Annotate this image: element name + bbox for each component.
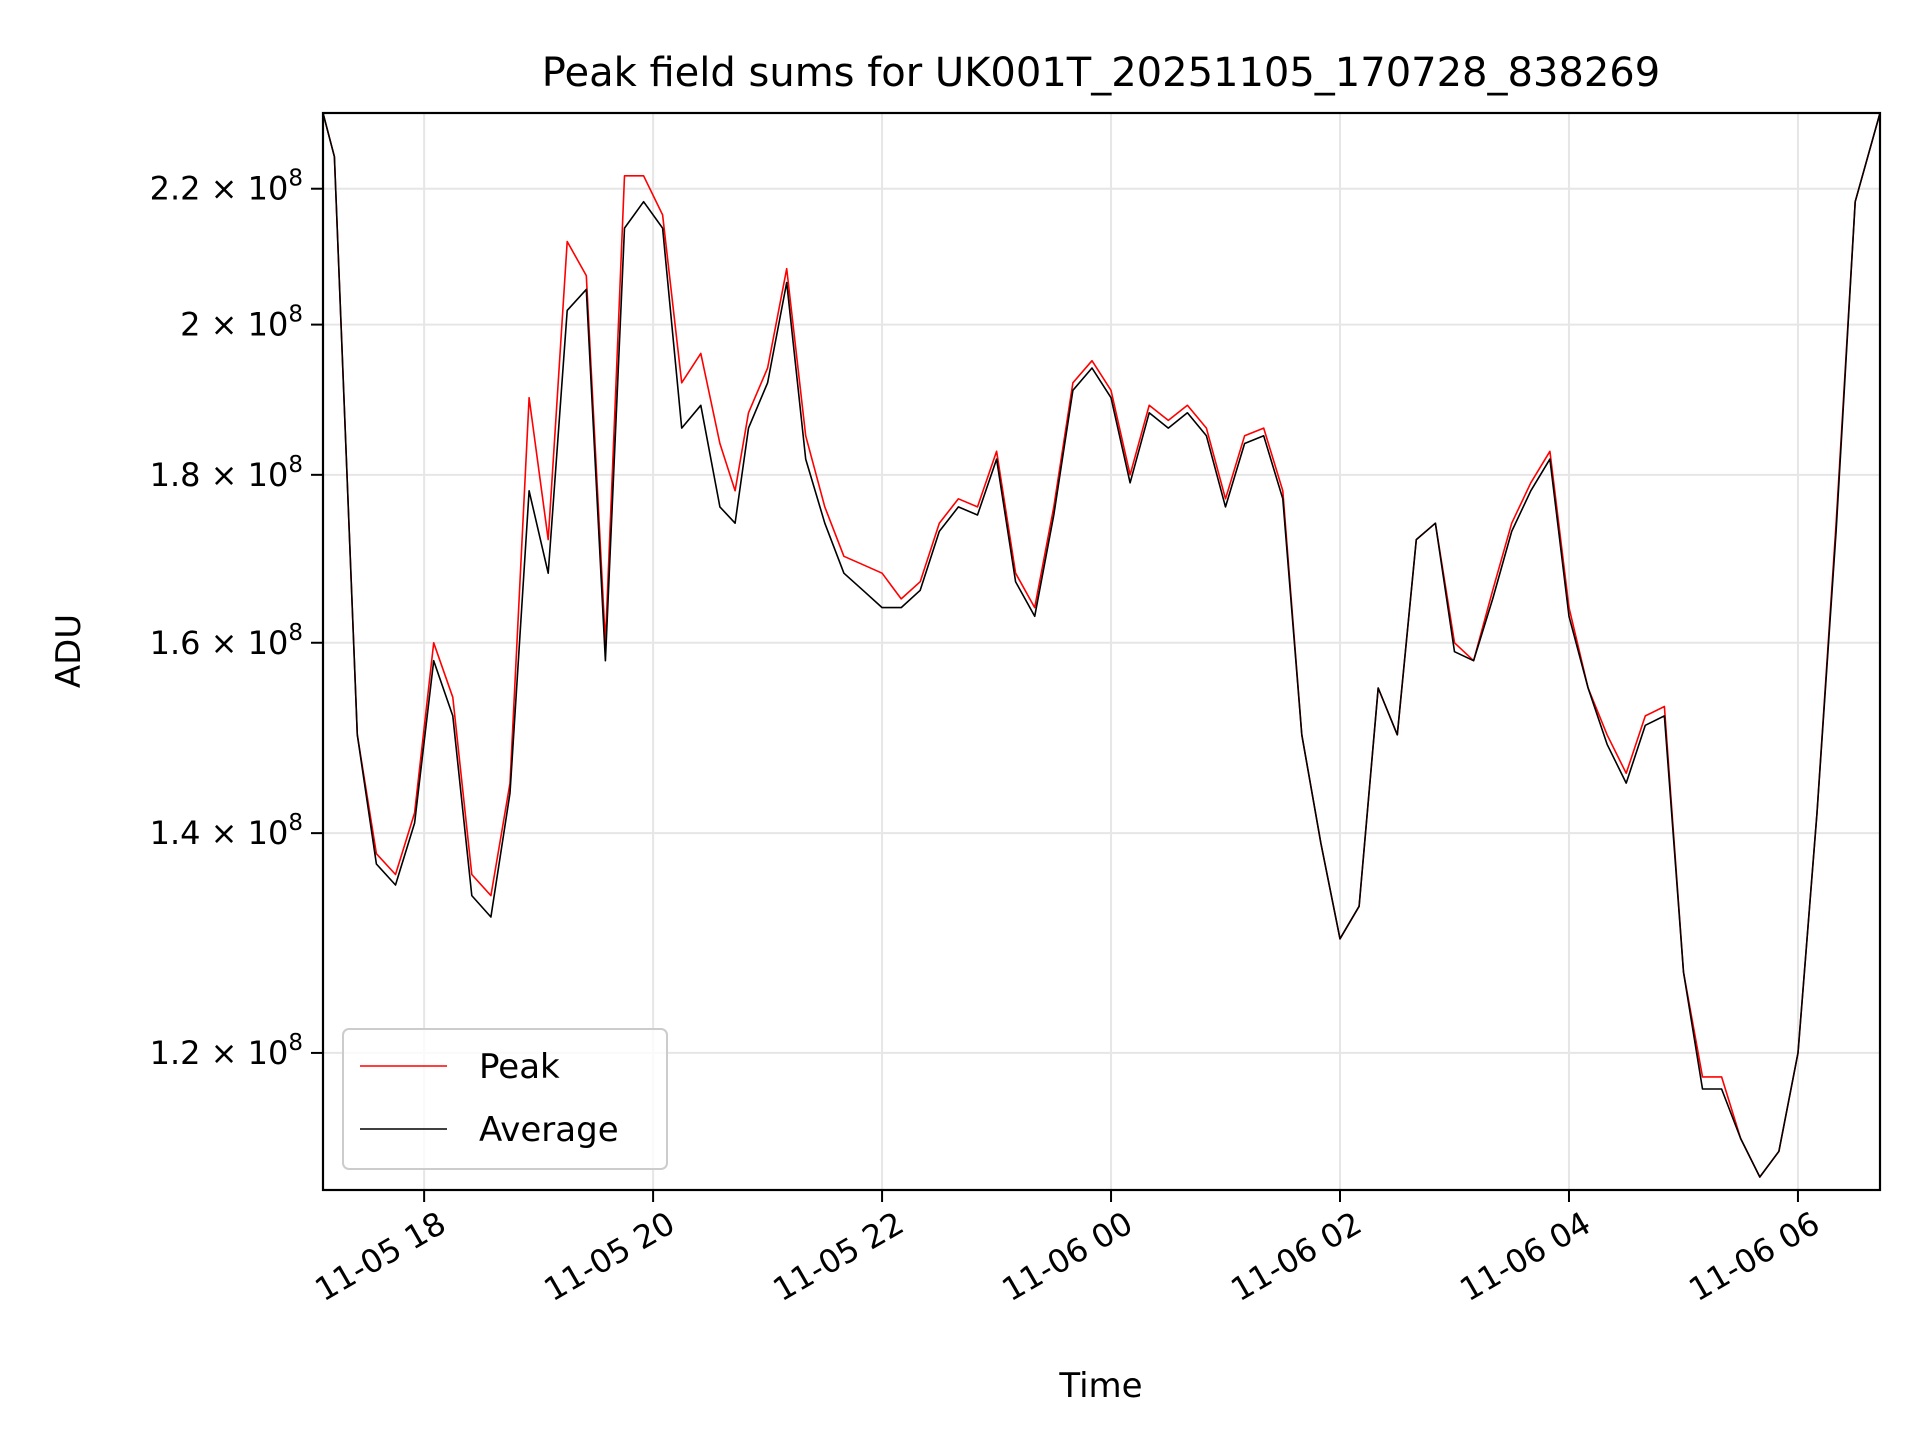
y-axis: 1.2 × 108 1.4 × 108 1.6 × 108 1.8 × 108 2 × … [150,166,323,1072]
plot-frame [321,111,1882,1192]
series-line-peak [322,112,1881,1178]
legend: Peak Average [342,1028,668,1170]
y-tick-label: 1.4 × 108 [150,810,303,852]
y-tick-label: 1.8 × 108 [150,452,303,494]
legend-average-label: Average [479,1110,619,1150]
y-tick-label: 1.2 × 108 [150,1030,303,1072]
series-line-average [322,112,1881,1178]
series-layer [322,112,1881,1178]
y-axis-label: ADU [49,614,89,688]
chart-title: Peak field sums for UK001T_20251105_1707… [542,50,1660,96]
x-axis-label: Time [1058,1366,1142,1406]
y-tick-label: 2.2 × 108 [150,166,303,208]
legend-peak-label: Peak [479,1047,560,1087]
y-tick-label: 2 × 108 [180,302,303,344]
y-tick-label: 1.6 × 108 [150,620,303,662]
grid [323,113,1880,1190]
legend-box [342,1028,668,1170]
